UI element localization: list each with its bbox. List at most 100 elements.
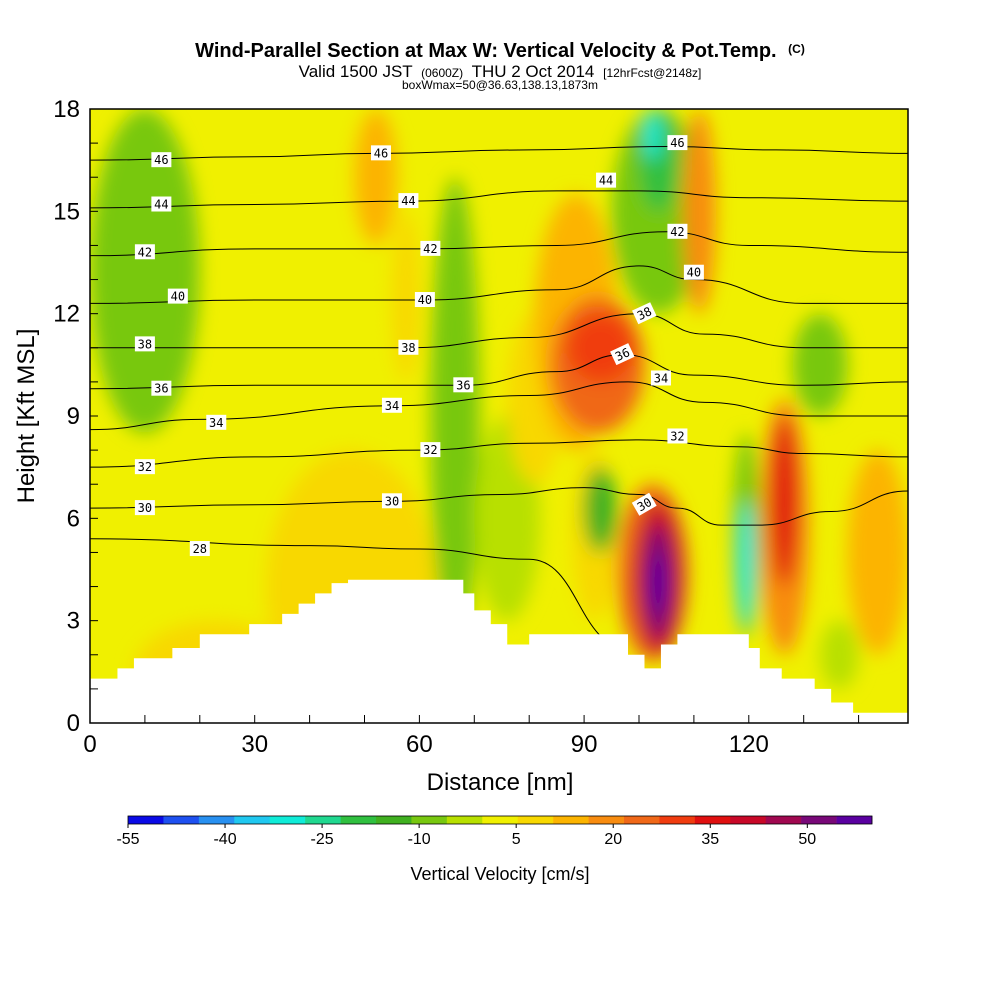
colorbar: -55 -40 -25 -10 5 20 35 50: [116, 815, 873, 848]
chart-title-main: Wind-Parallel Section at Max W: Vertical…: [195, 40, 776, 62]
svg-text:38: 38: [401, 341, 415, 355]
contour-label-15: 36: [151, 380, 172, 396]
contour-label-9: 40: [167, 288, 188, 304]
contour-label-26: 30: [631, 492, 657, 516]
colorbar-swatch-0: [128, 816, 164, 824]
x-axis-label: Distance [nm]: [427, 769, 574, 796]
chart-subtitle: Valid 1500 JST (0600Z) THU 2 Oct 2014 [1…: [299, 62, 702, 81]
colorbar-swatch-14: [624, 816, 660, 824]
svg-text:36: 36: [613, 345, 632, 364]
colorbar-tick--25: -25: [311, 831, 334, 848]
x-tick-label-60: 60: [406, 731, 433, 758]
contour-label-7: 42: [420, 240, 441, 256]
theta-contour-32: [90, 439, 908, 468]
svg-text:32: 32: [138, 460, 152, 474]
colorbar-swatch-2: [198, 816, 235, 824]
svg-text:40: 40: [171, 290, 185, 304]
w-cell-28: [847, 450, 908, 655]
colorbar-tick-35: 35: [701, 831, 719, 848]
x-tick-label-30: 30: [241, 731, 268, 758]
colorbar-tick--10: -10: [408, 831, 431, 848]
colorbar-tick-50: 50: [798, 831, 816, 848]
contour-label-23: 32: [667, 428, 688, 444]
colorbar-swatch-20: [836, 816, 873, 824]
contour-labels: 46 46 46 44 44 44 42 42 42 40 40 40 38 38 38 36 36 36 34 34…: [134, 135, 704, 557]
svg-text:44: 44: [599, 174, 613, 188]
colorbar-label: Vertical Velocity [cm/s]: [410, 864, 589, 884]
chart-subtitle-2: boxWmax=50@36.63,138.13,1873m: [402, 78, 598, 92]
w-cell-14: [584, 467, 618, 553]
chart-title: Wind-Parallel Section at Max W: Vertical…: [195, 40, 805, 62]
colorbar-swatch-12: [553, 816, 589, 824]
subtitle-forecast: [12hrFcst@2148z]: [603, 66, 701, 80]
colorbar-swatch-3: [234, 816, 271, 824]
svg-text:46: 46: [670, 136, 684, 150]
contour-label-11: 40: [683, 264, 704, 280]
svg-text:30: 30: [385, 494, 399, 508]
svg-text:28: 28: [193, 542, 207, 556]
w-cell-5: [353, 109, 398, 246]
contour-label-3: 44: [151, 196, 172, 212]
svg-text:34: 34: [385, 399, 399, 413]
svg-text:32: 32: [670, 429, 684, 443]
x-tick-label-0: 0: [83, 731, 96, 758]
colorbar-swatch-1: [163, 816, 200, 824]
contour-label-16: 36: [453, 377, 474, 393]
colorbar-swatch-15: [659, 816, 696, 824]
colorbar-tick-5: 5: [512, 831, 521, 848]
svg-text:36: 36: [154, 382, 168, 396]
svg-text:30: 30: [635, 495, 655, 514]
svg-text:46: 46: [374, 146, 388, 160]
y-tick-label-0: 0: [67, 710, 80, 737]
x-tick-label-90: 90: [571, 731, 598, 758]
w-cell-7: [430, 177, 480, 655]
contour-label-27: 28: [189, 541, 210, 557]
contour-label-19: 34: [381, 397, 402, 413]
colorbar-swatch-10: [482, 816, 519, 824]
svg-text:38: 38: [635, 304, 654, 323]
contour-label-4: 44: [398, 193, 419, 209]
theta-contour-28: [90, 538, 629, 649]
svg-text:32: 32: [423, 443, 437, 457]
contour-label-5: 44: [596, 172, 617, 188]
colorbar-swatch-4: [269, 816, 306, 824]
w-cell-29: [820, 620, 859, 689]
colorbar-swatch-18: [765, 816, 802, 824]
colorbar-swatch-16: [694, 816, 731, 824]
contour-label-25: 30: [381, 493, 402, 509]
y-tick-label-18: 18: [53, 96, 80, 123]
contour-label-6: 42: [134, 244, 155, 260]
svg-text:44: 44: [401, 194, 415, 208]
w-cell-26: [770, 416, 799, 587]
contour-label-17: 36: [610, 343, 635, 366]
x-tick-label-120: 120: [729, 731, 769, 758]
contour-label-24: 30: [134, 500, 155, 516]
y-axis-label: Height [Kft MSL]: [13, 329, 40, 504]
plot-area: 46 46 46 44 44 44 42 42 42 40 40 40 38 38 38 36 36 36 34 34…: [90, 109, 908, 723]
terrain: [90, 579, 908, 723]
contour-label-13: 38: [398, 339, 419, 355]
contour-label-18: 34: [206, 414, 227, 430]
w-cell-3: [90, 109, 200, 434]
svg-text:36: 36: [456, 378, 470, 392]
subtitle-utc: (0600Z): [421, 66, 463, 80]
colorbar-swatch-8: [411, 816, 448, 824]
theta-contour-44: [90, 190, 908, 209]
colorbar-tick-20: 20: [604, 831, 622, 848]
colorbar-swatch-7: [376, 816, 412, 824]
w-cell-27: [792, 313, 848, 417]
colorbar-swatch-9: [446, 816, 483, 824]
potential-temperature-contours: [90, 146, 908, 649]
contour-label-1: 46: [370, 145, 391, 161]
theta-contour-34: [90, 381, 908, 431]
colorbar-swatch-13: [588, 816, 625, 824]
colorbar-swatch-5: [305, 816, 341, 824]
svg-text:42: 42: [138, 245, 152, 259]
colorbar-tick--55: -55: [116, 831, 139, 848]
w-cell-21: [644, 109, 661, 161]
colorbar-tick--40: -40: [213, 831, 236, 848]
contour-label-2: 46: [667, 135, 688, 151]
contour-label-22: 32: [420, 442, 441, 458]
contour-label-8: 42: [667, 223, 688, 239]
